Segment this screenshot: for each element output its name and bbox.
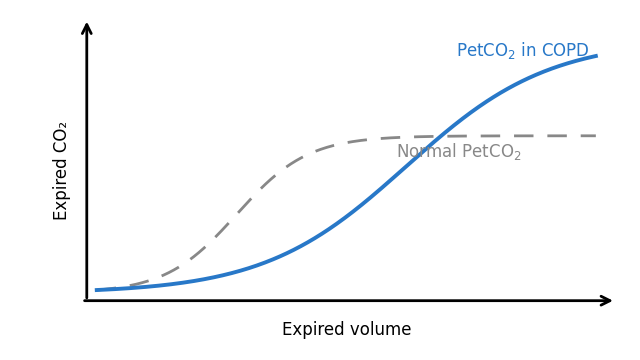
Text: Expired volume: Expired volume: [282, 321, 411, 339]
Text: Expired CO₂: Expired CO₂: [53, 121, 71, 220]
Text: PetCO$_2$ in COPD: PetCO$_2$ in COPD: [456, 40, 590, 61]
Text: Normal PetCO$_2$: Normal PetCO$_2$: [396, 141, 522, 162]
